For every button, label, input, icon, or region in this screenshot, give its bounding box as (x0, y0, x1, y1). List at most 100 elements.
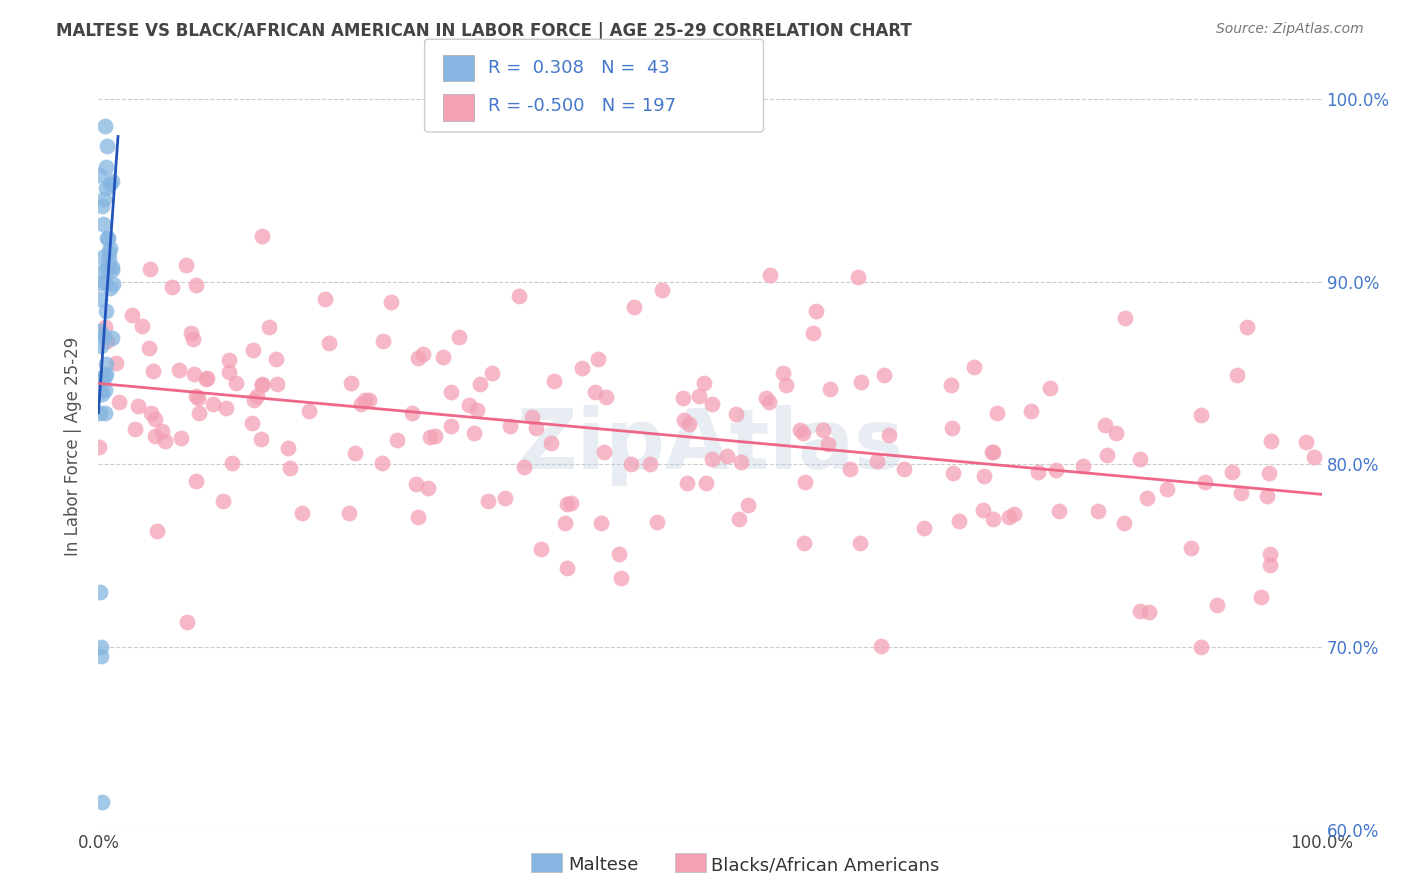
Point (716, 449, 738, 463)
Point (1047, 504, 1070, 518)
Text: MALTESE VS BLACK/AFRICAN AMERICAN IN LABOR FORCE | AGE 25-29 CORRELATION CHART: MALTESE VS BLACK/AFRICAN AMERICAN IN LAB… (56, 22, 912, 40)
Point (818, 382, 841, 396)
Point (672, 413, 695, 427)
Point (589, 516, 612, 530)
Point (127, 399, 149, 413)
Point (225, 376, 247, 390)
Point (792, 425, 814, 440)
Point (257, 320, 280, 334)
Point (94, 120, 117, 134)
Point (90, 339, 112, 353)
Point (508, 288, 530, 302)
Point (801, 326, 824, 340)
Point (215, 401, 238, 415)
Point (97, 231, 120, 245)
Point (727, 512, 749, 526)
Point (586, 351, 609, 366)
Point (97, 252, 120, 266)
Point (432, 350, 454, 364)
Point (688, 389, 710, 403)
Text: Maltese: Maltese (568, 856, 638, 874)
Point (176, 615, 198, 629)
Point (187, 406, 209, 420)
Point (350, 397, 373, 411)
Point (772, 366, 794, 380)
Point (676, 475, 699, 490)
Point (250, 376, 273, 391)
Point (96, 231, 118, 245)
Point (1039, 381, 1062, 395)
Point (1226, 368, 1249, 382)
Point (607, 547, 630, 561)
Point (145, 524, 167, 538)
Point (401, 406, 423, 420)
Point (96, 334, 118, 349)
Point (186, 389, 208, 403)
Point (1136, 491, 1159, 505)
Point (93, 375, 115, 389)
Point (571, 360, 593, 375)
Point (555, 561, 578, 575)
Point (1156, 483, 1178, 497)
Point (1002, 507, 1025, 521)
Point (94, 276, 117, 290)
Point (981, 445, 1004, 459)
Point (513, 459, 536, 474)
Point (1073, 458, 1095, 473)
Point (794, 475, 817, 490)
Point (1180, 541, 1202, 556)
Point (1295, 434, 1317, 449)
Point (638, 458, 661, 472)
Point (314, 293, 336, 307)
Point (811, 423, 834, 437)
Point (89, 168, 111, 182)
Point (1205, 599, 1227, 613)
Text: ZipAtlas: ZipAtlas (516, 406, 904, 486)
Point (870, 640, 893, 654)
Point (463, 425, 485, 440)
Point (180, 326, 202, 340)
Point (543, 374, 565, 388)
Point (167, 363, 190, 377)
Point (524, 421, 547, 435)
Point (380, 294, 402, 309)
Point (789, 423, 811, 437)
Text: R =  0.308   N =  43: R = 0.308 N = 43 (488, 59, 669, 77)
Point (298, 404, 321, 418)
Point (477, 494, 499, 508)
Point (498, 419, 520, 434)
Point (124, 422, 146, 436)
Point (998, 509, 1021, 524)
Point (131, 318, 153, 333)
Point (1258, 467, 1281, 481)
Point (1129, 604, 1152, 618)
Point (142, 364, 165, 378)
Point (170, 431, 193, 445)
Point (291, 506, 314, 520)
Point (440, 419, 463, 434)
Point (91, 250, 114, 264)
Point (817, 437, 839, 451)
Point (481, 367, 503, 381)
Point (986, 406, 1008, 420)
Point (266, 377, 288, 392)
Point (678, 417, 700, 431)
Point (793, 536, 815, 550)
Point (775, 378, 797, 392)
Point (1129, 452, 1152, 467)
Point (101, 331, 124, 345)
Point (465, 402, 488, 417)
Point (972, 503, 994, 517)
Point (408, 351, 430, 366)
Point (425, 429, 447, 443)
Point (737, 499, 759, 513)
Point (1114, 311, 1136, 326)
Point (153, 434, 176, 448)
Point (195, 370, 218, 384)
Point (96, 139, 118, 153)
Point (1258, 547, 1281, 561)
Point (849, 536, 872, 550)
Point (695, 476, 717, 491)
Point (218, 365, 240, 379)
Point (449, 330, 471, 344)
